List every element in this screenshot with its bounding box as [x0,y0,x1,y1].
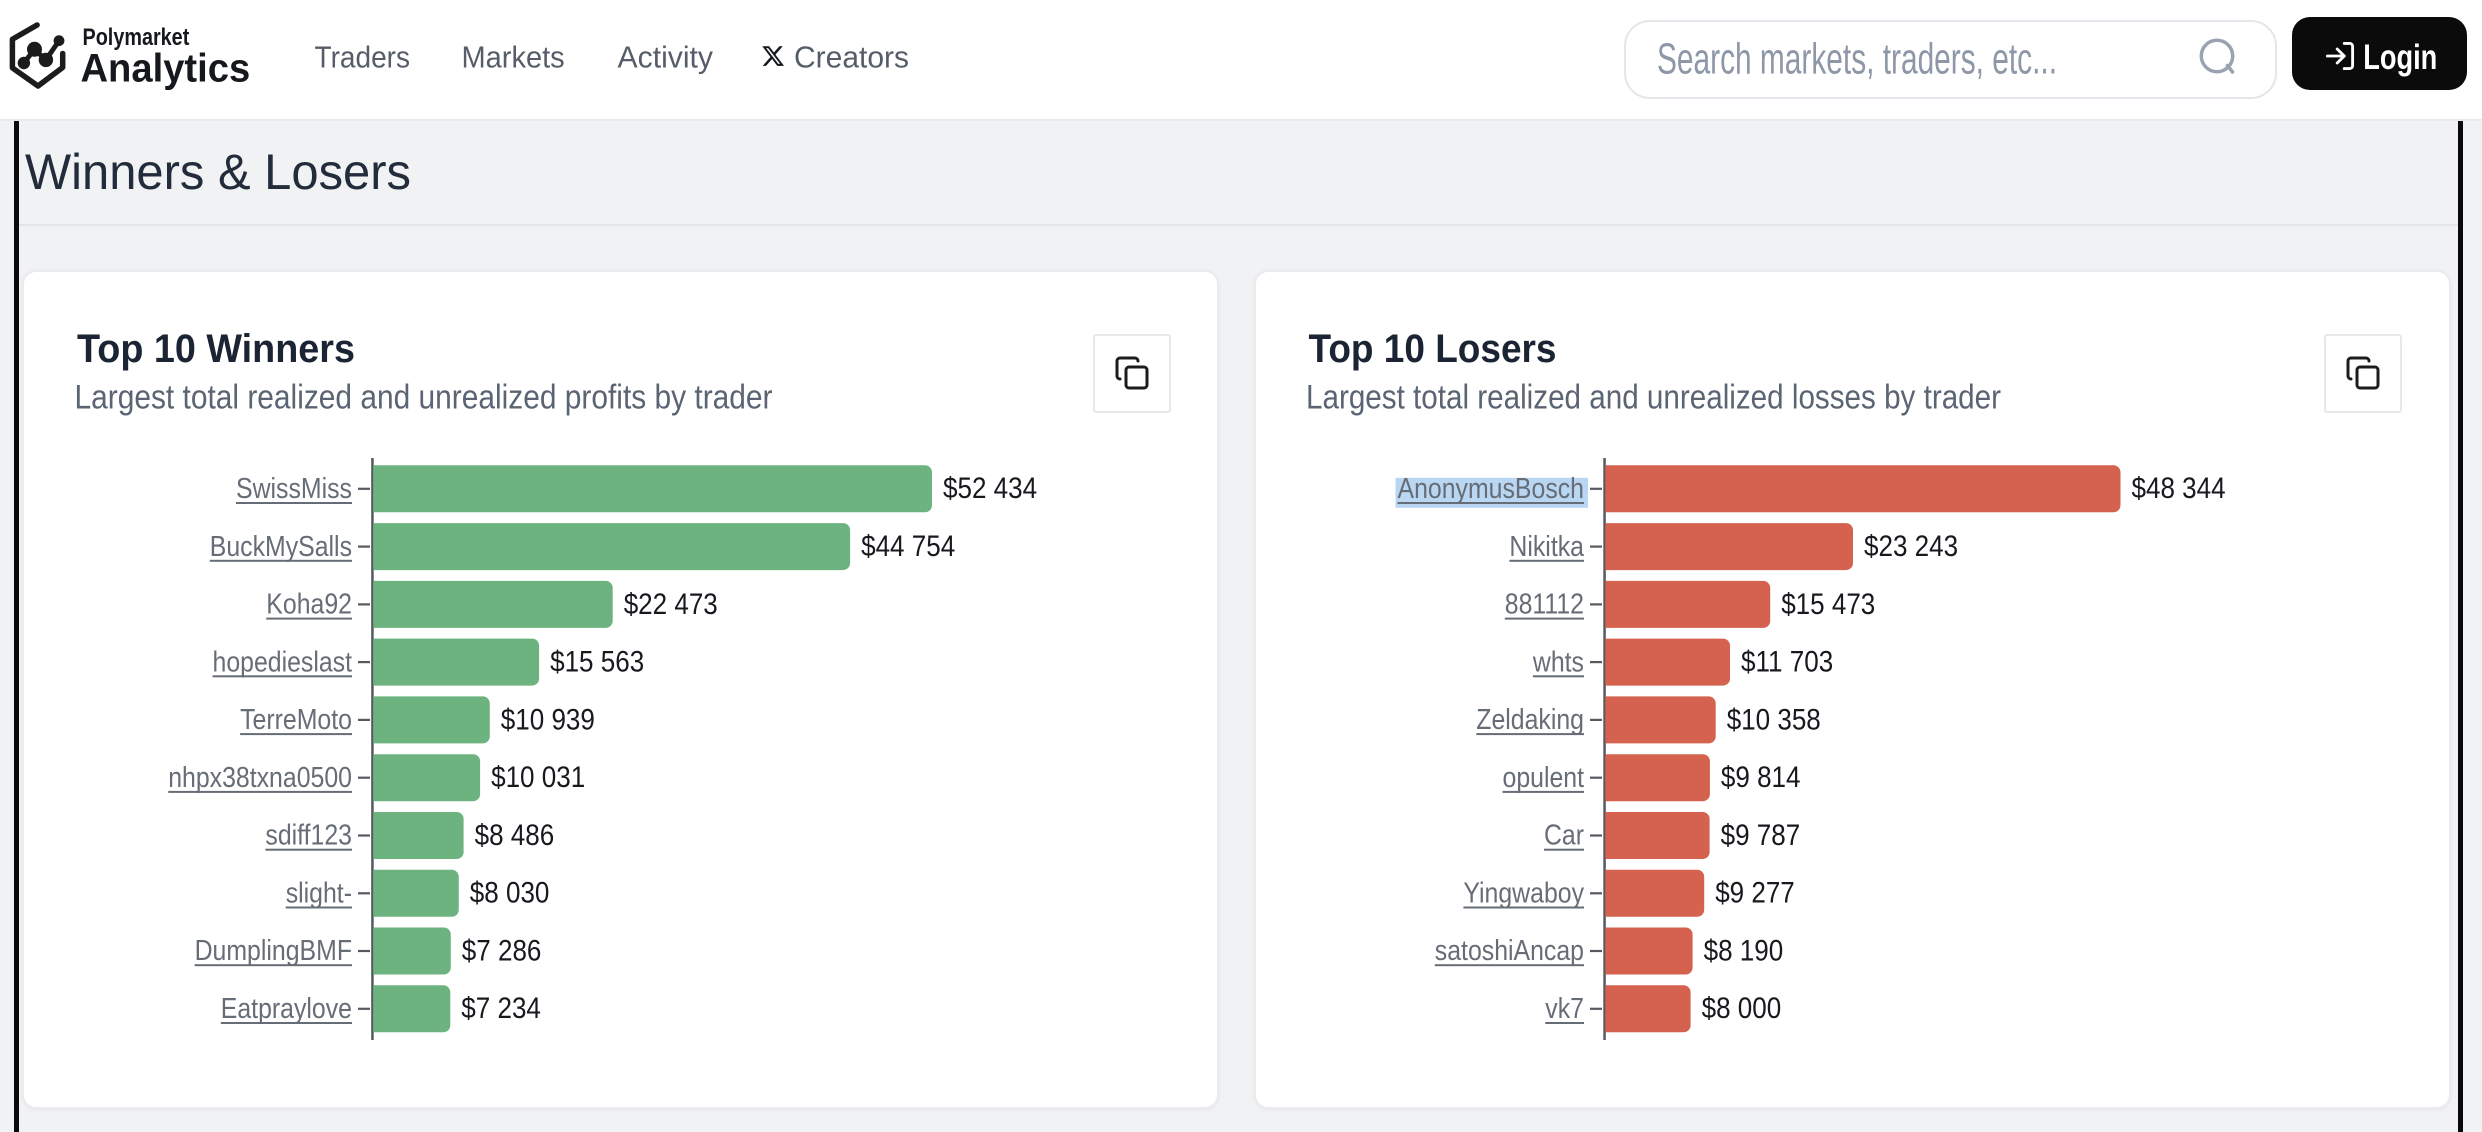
svg-text:Markets: Markets [462,41,565,75]
svg-text:slight-: slight- [286,878,352,910]
svg-text:Top 10 Winners: Top 10 Winners [77,327,355,371]
svg-text:Winners & Losers: Winners & Losers [25,144,411,200]
svg-text:Nikitka: Nikitka [1509,531,1584,563]
svg-text:Login: Login [2363,38,2437,77]
svg-text:whts: whts [1532,646,1584,678]
svg-text:Activity: Activity [618,41,714,75]
svg-text:Top 10 Losers: Top 10 Losers [1309,327,1557,371]
svg-text:$8 000: $8 000 [1702,992,1782,1025]
svg-text:TerreMoto: TerreMoto [240,704,352,736]
svg-text:Largest total realized and unr: Largest total realized and unrealized lo… [1306,379,2001,417]
svg-text:$22 473: $22 473 [624,588,718,621]
svg-text:DumplingBMF: DumplingBMF [195,935,352,967]
svg-text:BuckMySalls: BuckMySalls [210,531,352,563]
svg-text:881112: 881112 [1505,589,1584,621]
svg-text:$11 703: $11 703 [1741,646,1833,679]
svg-text:Search markets, traders, etc..: Search markets, traders, etc... [1657,34,2057,83]
svg-text:$52 434: $52 434 [943,472,1037,505]
svg-text:Analytics: Analytics [81,47,251,91]
svg-text:nhpx38txna0500: nhpx38txna0500 [168,762,352,794]
svg-text:Traders: Traders [315,41,411,75]
svg-text:$15 563: $15 563 [550,646,644,679]
svg-text:$9 277: $9 277 [1715,877,1795,910]
svg-text:$10 031: $10 031 [491,761,585,794]
svg-text:vk7: vk7 [1545,993,1584,1025]
svg-text:$8 486: $8 486 [475,819,555,852]
svg-text:$8 190: $8 190 [1704,934,1784,967]
svg-text:SwissMiss: SwissMiss [236,473,352,505]
svg-text:$15 473: $15 473 [1781,588,1875,621]
svg-text:Largest total realized and unr: Largest total realized and unrealized pr… [75,379,773,417]
svg-text:Creators: Creators [794,41,909,75]
svg-text:$10 939: $10 939 [501,703,595,736]
svg-text:Zeldaking: Zeldaking [1476,704,1584,736]
svg-text:$9 814: $9 814 [1721,761,1801,794]
svg-text:$7 286: $7 286 [462,934,542,967]
svg-text:$9 787: $9 787 [1721,819,1801,852]
svg-text:$48 344: $48 344 [2132,472,2226,505]
svg-text:Yingwaboy: Yingwaboy [1463,878,1584,910]
svg-text:sdiff123: sdiff123 [265,820,352,852]
svg-text:$8 030: $8 030 [470,877,550,910]
svg-text:hopedieslast: hopedieslast [213,646,353,678]
svg-text:opulent: opulent [1503,762,1585,794]
svg-text:$10 358: $10 358 [1727,703,1821,736]
svg-text:$7 234: $7 234 [461,992,541,1025]
svg-text:Eatpraylove: Eatpraylove [221,993,352,1025]
svg-text:$23 243: $23 243 [1864,530,1958,563]
svg-text:Car: Car [1544,820,1584,852]
svg-text:Koha92: Koha92 [266,589,352,621]
svg-text:$44 754: $44 754 [861,530,955,563]
svg-text:AnonymusBosch: AnonymusBosch [1398,473,1585,505]
svg-text:satoshiAncap: satoshiAncap [1435,935,1584,967]
svg-text:Polymarket: Polymarket [83,24,190,51]
